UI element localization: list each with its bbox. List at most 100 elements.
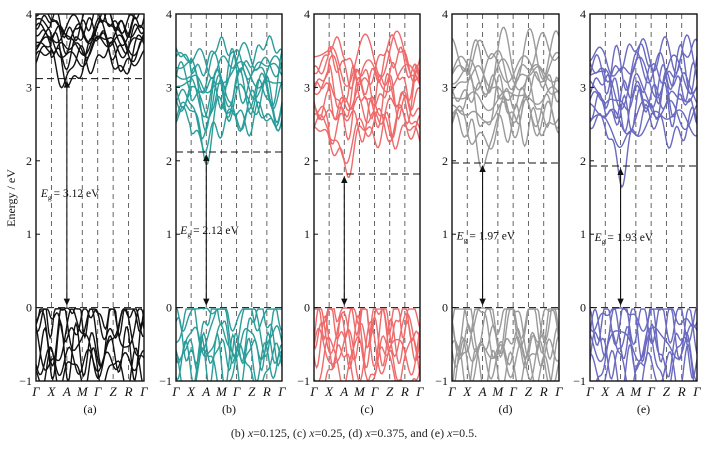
panel-frame [175, 13, 283, 382]
conduction-band [314, 90, 420, 126]
kpoint-label: Γ [415, 384, 424, 399]
bands [452, 26, 559, 381]
gap-symbol: E [456, 230, 464, 242]
conduction-band [314, 45, 420, 96]
valence-band [452, 308, 559, 360]
conduction-band [452, 31, 559, 91]
y-tick-label: 3 [166, 80, 172, 94]
y-tick-label: −1 [159, 374, 172, 388]
caption-part: =0.5. [452, 426, 478, 440]
kpoint-label: Γ [508, 384, 517, 399]
kpoint-label: Γ [139, 384, 148, 399]
gap-subscript: g [187, 230, 191, 239]
kpoint-label: R [124, 384, 133, 399]
conduction-band [176, 41, 282, 80]
gap-symbol: E [179, 225, 187, 237]
kpoint-label: Γ [171, 384, 180, 399]
conduction-band [590, 64, 697, 133]
y-tick-label: 3 [580, 80, 586, 94]
caption-var: x [365, 426, 371, 440]
caption-var: x [447, 426, 453, 440]
y-tick-label: −1 [573, 374, 586, 388]
conduction-band [176, 78, 282, 140]
kpoint-label: X [186, 384, 196, 399]
conduction-band [36, 34, 144, 68]
conduction-band [36, 14, 140, 55]
conduction-band [590, 60, 697, 120]
kpoint-label: Z [663, 384, 671, 399]
kpoint-label: Γ [277, 384, 286, 399]
bands [36, 14, 144, 381]
gap-arrow-head-down [63, 298, 71, 306]
y-tick-label: 1 [442, 227, 448, 241]
conduction-band [314, 111, 420, 178]
gap-arrow-head-up [617, 167, 624, 175]
caption-part: =0.125, (c) [253, 426, 310, 440]
valence-band [590, 308, 697, 347]
y-tick-label: 2 [26, 154, 32, 168]
kpoint-label: M [76, 384, 89, 399]
panel-label: (c) [360, 402, 373, 416]
gap-label: Eg = 3.12 eV [40, 188, 100, 202]
gap-symbol: E [594, 232, 602, 244]
bands [314, 30, 420, 381]
y-tick-label: 0 [442, 301, 448, 315]
kpoint-label: Γ [447, 384, 456, 399]
y-tick-label: 0 [166, 301, 172, 315]
conduction-band [590, 33, 697, 77]
kpoint-label: R [400, 384, 409, 399]
conduction-band [176, 101, 282, 154]
conduction-band [452, 86, 559, 112]
conduction-band [36, 14, 144, 47]
kpoint-label: R [539, 384, 548, 399]
valence-band [595, 326, 697, 381]
caption-var: x [247, 426, 254, 440]
valence-band [452, 323, 559, 361]
panel-frame [451, 13, 560, 382]
conduction-band [176, 48, 282, 93]
conduction-band [452, 103, 559, 170]
valence-band [176, 342, 282, 381]
panel-label: (d) [499, 402, 513, 416]
kpoint-label: A [201, 384, 210, 399]
valence-band [36, 347, 143, 381]
y-tick-label: 0 [26, 301, 32, 315]
bands [176, 34, 282, 381]
conduction-band [314, 33, 420, 86]
panel-frame [35, 13, 145, 382]
gap-label: Eg = 1.93 eV [594, 232, 654, 246]
kpoint-label: Γ [370, 384, 379, 399]
y-tick-label: −1 [19, 374, 32, 388]
valence-band [36, 319, 144, 381]
conduction-band [590, 81, 697, 132]
kpoint-label: R [677, 384, 686, 399]
conduction-band [36, 17, 144, 45]
y-tick-label: 1 [166, 227, 172, 241]
gap-symbol: E [40, 188, 48, 200]
panel-label: (a) [83, 402, 96, 416]
gap-label: Eg = 2.12 eV [179, 225, 239, 239]
kpoint-label: Γ [232, 384, 241, 399]
conduction-band [176, 89, 282, 166]
conduction-band [452, 51, 559, 91]
kpoint-label: M [629, 384, 642, 399]
kpoint-label: M [215, 384, 228, 399]
valence-band [176, 331, 282, 372]
figure-caption: (b) x=0.125, (c) x=0.25, (d) x=0.375, an… [0, 426, 708, 441]
valence-band [590, 307, 697, 333]
y-tick-label: 0 [580, 301, 586, 315]
conduction-band [314, 64, 420, 121]
gap-arrow-head-up [479, 165, 486, 173]
y-axis-label: Energy / eV [4, 169, 18, 227]
gap-arrow-head-up [203, 153, 210, 161]
gap-value: = 1.97 eV [469, 230, 515, 242]
panel-frame [589, 13, 698, 382]
kpoint-label: Γ [646, 384, 655, 399]
kpoint-label: X [324, 384, 334, 399]
caption-part: =0.25, (d) [314, 426, 366, 440]
y-tick-label: 4 [580, 7, 586, 21]
conduction-band [452, 26, 559, 94]
